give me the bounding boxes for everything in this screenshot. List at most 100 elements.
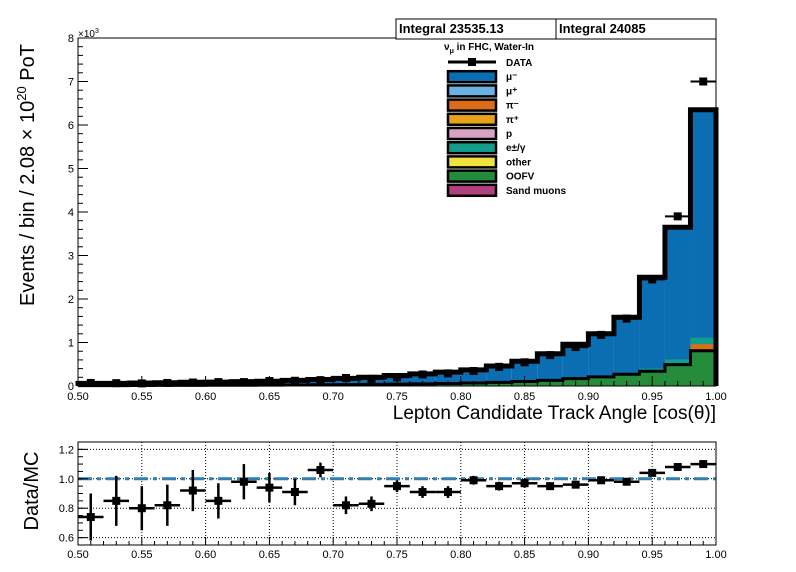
ratio-point bbox=[673, 463, 682, 472]
legend-swatch bbox=[446, 126, 498, 141]
legend-label: OOFV bbox=[506, 172, 535, 183]
ratio-plot-panel: 0.50 0.55 0.60 0.65 0.70 0.75 0.80 0.85 0.90 0.95… bbox=[21, 441, 727, 561]
main-x-tick-label: 0.70 bbox=[322, 391, 343, 403]
ratio-x-tick-label: 0.50 bbox=[67, 549, 88, 561]
legend-title: νμ in FHC, Water-In bbox=[444, 42, 534, 55]
data-point bbox=[341, 373, 350, 382]
integral-boxes: Integral 23535.13 Integral 24085 bbox=[395, 18, 717, 40]
ratio-point bbox=[290, 488, 299, 497]
legend-swatch bbox=[446, 98, 498, 112]
ratio-x-ticks: 0.50 0.55 0.60 0.65 0.70 0.75 0.80 0.85 0.90 0.95… bbox=[67, 537, 727, 561]
data-point bbox=[597, 330, 606, 339]
ratio-y-tick-label: 0.6 bbox=[59, 533, 74, 545]
data-point bbox=[495, 362, 504, 371]
ratio-point bbox=[393, 482, 401, 491]
ratio-points bbox=[78, 460, 716, 541]
main-x-tick-label: 0.50 bbox=[67, 391, 88, 403]
mc-bar bbox=[409, 373, 436, 384]
mc-bar bbox=[664, 227, 691, 365]
legend-swatch bbox=[446, 112, 498, 127]
ratio-point bbox=[495, 482, 504, 491]
data-point bbox=[316, 376, 325, 385]
data-point bbox=[469, 366, 478, 375]
legend-label: e±/γ bbox=[506, 143, 526, 154]
legend-label: DATA bbox=[506, 58, 532, 69]
legend-swatch bbox=[446, 155, 498, 169]
ratio-point bbox=[444, 488, 453, 497]
ratio-point bbox=[316, 465, 325, 474]
main-x-tick-label: 0.60 bbox=[195, 391, 216, 403]
data-point bbox=[699, 77, 708, 86]
ratio-x-tick-label: 1.00 bbox=[705, 549, 726, 561]
mc-bar bbox=[613, 374, 640, 386]
ratio-x-tick-label: 0.95 bbox=[641, 549, 662, 561]
data-point bbox=[367, 374, 376, 383]
ratio-point bbox=[699, 460, 708, 469]
ratio-y-axis-label: Data/MC bbox=[21, 452, 43, 531]
legend-label: μ⁺ bbox=[506, 86, 517, 97]
legend: νμ in FHC, Water-In DATA μ⁻ μ⁺ π⁻ π⁺ p e±/γ oth… bbox=[444, 42, 566, 198]
main-y-tick-label: 0 bbox=[68, 381, 74, 393]
ratio-point bbox=[239, 477, 248, 486]
ratio-point bbox=[469, 476, 478, 485]
y-multiplier: ×103 bbox=[78, 28, 99, 40]
data-point bbox=[520, 358, 529, 367]
main-x-tick-label: 0.80 bbox=[450, 391, 471, 403]
main-y-tick-label: 2 bbox=[68, 294, 74, 306]
main-y-tick-label: 6 bbox=[68, 120, 74, 132]
legend-label: other bbox=[506, 157, 531, 168]
legend-label: p bbox=[506, 129, 512, 140]
ratio-point bbox=[86, 513, 95, 522]
legend-swatch bbox=[446, 84, 498, 98]
ratio-point bbox=[418, 488, 427, 497]
ratio-point bbox=[214, 496, 223, 505]
ratio-x-tick-label: 0.55 bbox=[131, 549, 152, 561]
legend-label: π⁺ bbox=[506, 115, 519, 126]
ratio-point bbox=[163, 501, 172, 510]
data-point bbox=[571, 343, 580, 352]
main-x-tick-label: 0.65 bbox=[259, 391, 280, 403]
data-point bbox=[648, 275, 657, 284]
mc-bar bbox=[435, 372, 461, 384]
mc-integral-text: Integral 23535.13 bbox=[399, 21, 504, 36]
main-x-tick-label: 0.95 bbox=[641, 391, 662, 403]
ratio-point bbox=[648, 468, 657, 477]
main-x-tick-label: 1.00 bbox=[705, 391, 726, 403]
ratio-x-tick-label: 0.80 bbox=[450, 549, 471, 561]
legend-label: π⁻ bbox=[506, 101, 519, 112]
legend-swatch bbox=[446, 69, 498, 84]
data-integral-box bbox=[555, 18, 717, 40]
ratio-point bbox=[546, 482, 555, 491]
mc-bar bbox=[460, 369, 487, 384]
ratio-x-tick-label: 0.60 bbox=[195, 549, 216, 561]
main-y-tick-label: 3 bbox=[68, 251, 74, 263]
ratio-point bbox=[265, 483, 274, 492]
data-point bbox=[546, 351, 555, 360]
ratio-point bbox=[520, 479, 529, 488]
mc-bar bbox=[511, 361, 538, 382]
main-y-tick-label: 4 bbox=[68, 207, 74, 219]
legend-marker-data bbox=[468, 58, 476, 66]
data-point bbox=[673, 212, 682, 221]
data-point bbox=[444, 369, 453, 378]
ratio-y-ticks: 0.6 0.8 1.0 1.2 bbox=[59, 444, 88, 545]
ratio-y-tick-label: 1.0 bbox=[59, 474, 74, 486]
data-point bbox=[290, 376, 299, 385]
main-y-axis-label: Events / bin / 2.08 × 1020 PoT bbox=[14, 44, 39, 306]
main-plot-panel: 0.50 0.55 0.60 0.65 0.70 0.75 0.80 0.85 0.90 0.95… bbox=[14, 28, 727, 424]
ratio-x-tick-label: 0.65 bbox=[259, 549, 280, 561]
legend-swatch bbox=[446, 169, 498, 183]
main-y-tick-label: 5 bbox=[68, 164, 74, 176]
mc-bar bbox=[486, 365, 512, 383]
mc-bar-minor bbox=[664, 359, 691, 365]
legend-label: Sand muons bbox=[506, 186, 566, 197]
ratio-x-tick-label: 0.75 bbox=[386, 549, 407, 561]
data-point bbox=[622, 314, 631, 323]
data-point bbox=[418, 370, 427, 379]
main-y-tick-label: 8 bbox=[68, 33, 74, 45]
legend-swatch bbox=[446, 140, 498, 155]
main-x-axis-label: Lepton Candidate Track Angle [cos(θ)] bbox=[393, 403, 716, 424]
main-y-ticks: 0 1 2 3 4 5 6 7 8 bbox=[68, 33, 88, 393]
ratio-point bbox=[622, 477, 631, 486]
